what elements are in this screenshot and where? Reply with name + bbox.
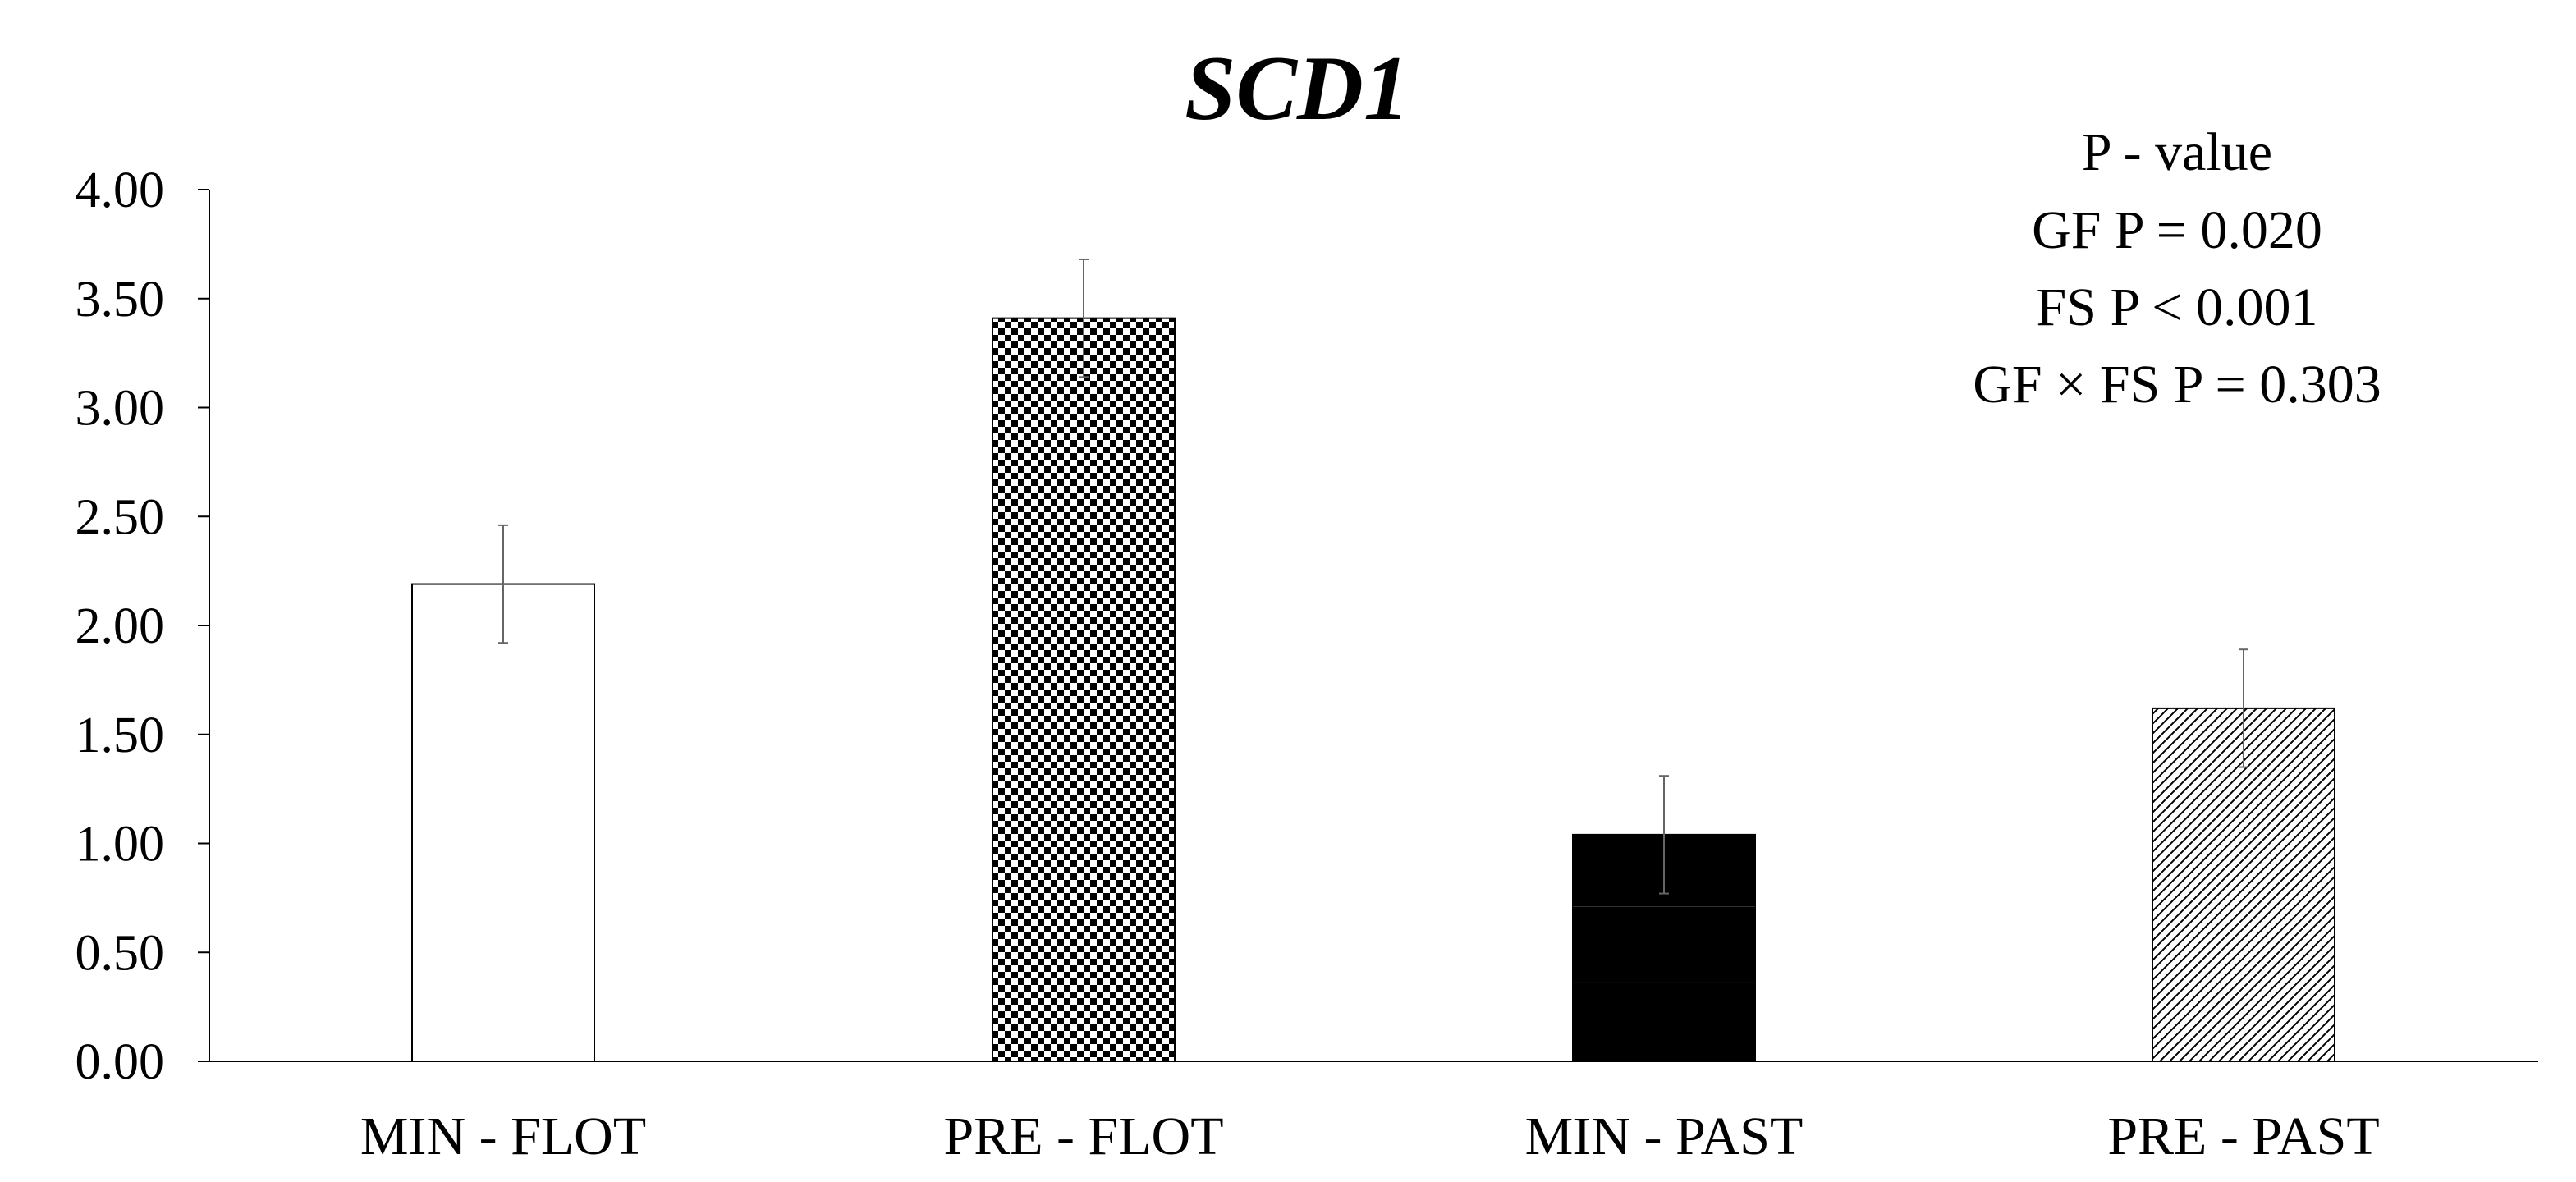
annotation-line-1: P - value (2082, 122, 2272, 182)
y-tick-label: 3.50 (76, 272, 165, 328)
annotation-line-4: GF × FS P = 0.303 (1973, 355, 2381, 415)
error-bar-layer (498, 258, 2248, 895)
y-tick-label: 2.50 (76, 489, 165, 545)
annotation-line-2: GF P = 0.020 (2032, 200, 2322, 260)
annotation-line-3: FS P < 0.001 (2037, 277, 2318, 337)
y-tick-label: 2.00 (76, 598, 165, 654)
bar (992, 317, 1176, 1062)
y-tick-label: 0.00 (76, 1034, 165, 1090)
x-category-label: PRE - FLOT (943, 1106, 1223, 1166)
x-category-label: MIN - PAST (1525, 1106, 1804, 1166)
x-category-label: PRE - PAST (2107, 1106, 2379, 1166)
y-tick-label: 0.50 (76, 925, 165, 981)
p-value-annotation: P - value GF P = 0.020 FS P < 0.001 GF ×… (1973, 122, 2381, 415)
bar-layer (411, 317, 2335, 1062)
x-category-label: MIN - FLOT (360, 1106, 646, 1166)
chart-title: SCD1 (1185, 38, 1409, 140)
y-tick-label: 3.00 (76, 381, 165, 437)
bar (411, 583, 595, 1062)
y-tick-label: 1.00 (76, 817, 165, 873)
y-tick-label: 1.50 (76, 708, 165, 763)
label-layer: 0.00 0.50 1.00 1.50 2.00 2.50 3.00 3.50 4.00 MIN … (76, 163, 2380, 1166)
y-tick-label: 4.00 (76, 163, 165, 218)
axis-layer (198, 189, 2538, 1062)
